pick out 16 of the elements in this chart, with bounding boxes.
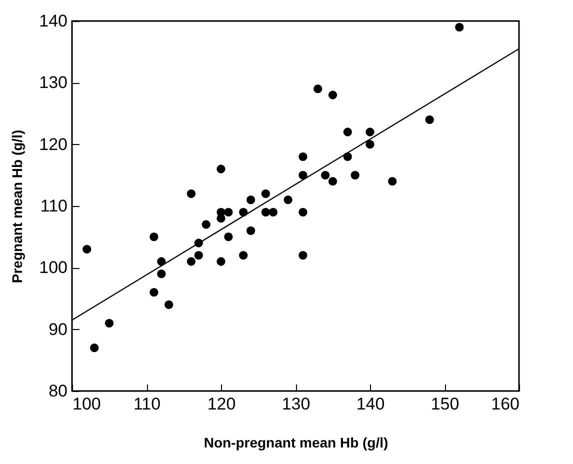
- x-tick-label: 120: [207, 394, 236, 414]
- x-tick-label: 160: [491, 394, 520, 414]
- y-tick-label: 90: [48, 320, 68, 339]
- y-tick-label: 140: [39, 12, 68, 30]
- x-axis-title: Non-pregnant mean Hb (g/l): [204, 434, 388, 450]
- x-tick-label: 110: [133, 394, 161, 414]
- x-tick-label: 130: [282, 394, 310, 414]
- x-tick-label: 140: [356, 394, 385, 414]
- y-tick-label: 110: [40, 196, 68, 216]
- y-tick-label: 130: [39, 73, 68, 92]
- y-axis-title: Pregnant mean Hb (g/l): [9, 130, 26, 284]
- y-tick-label: 100: [39, 258, 68, 278]
- x-tick-label: 100: [72, 394, 101, 414]
- y-tick-label: 80: [48, 382, 68, 400]
- y-tick-label: 120: [39, 134, 68, 154]
- x-tick-label: 150: [430, 394, 460, 414]
